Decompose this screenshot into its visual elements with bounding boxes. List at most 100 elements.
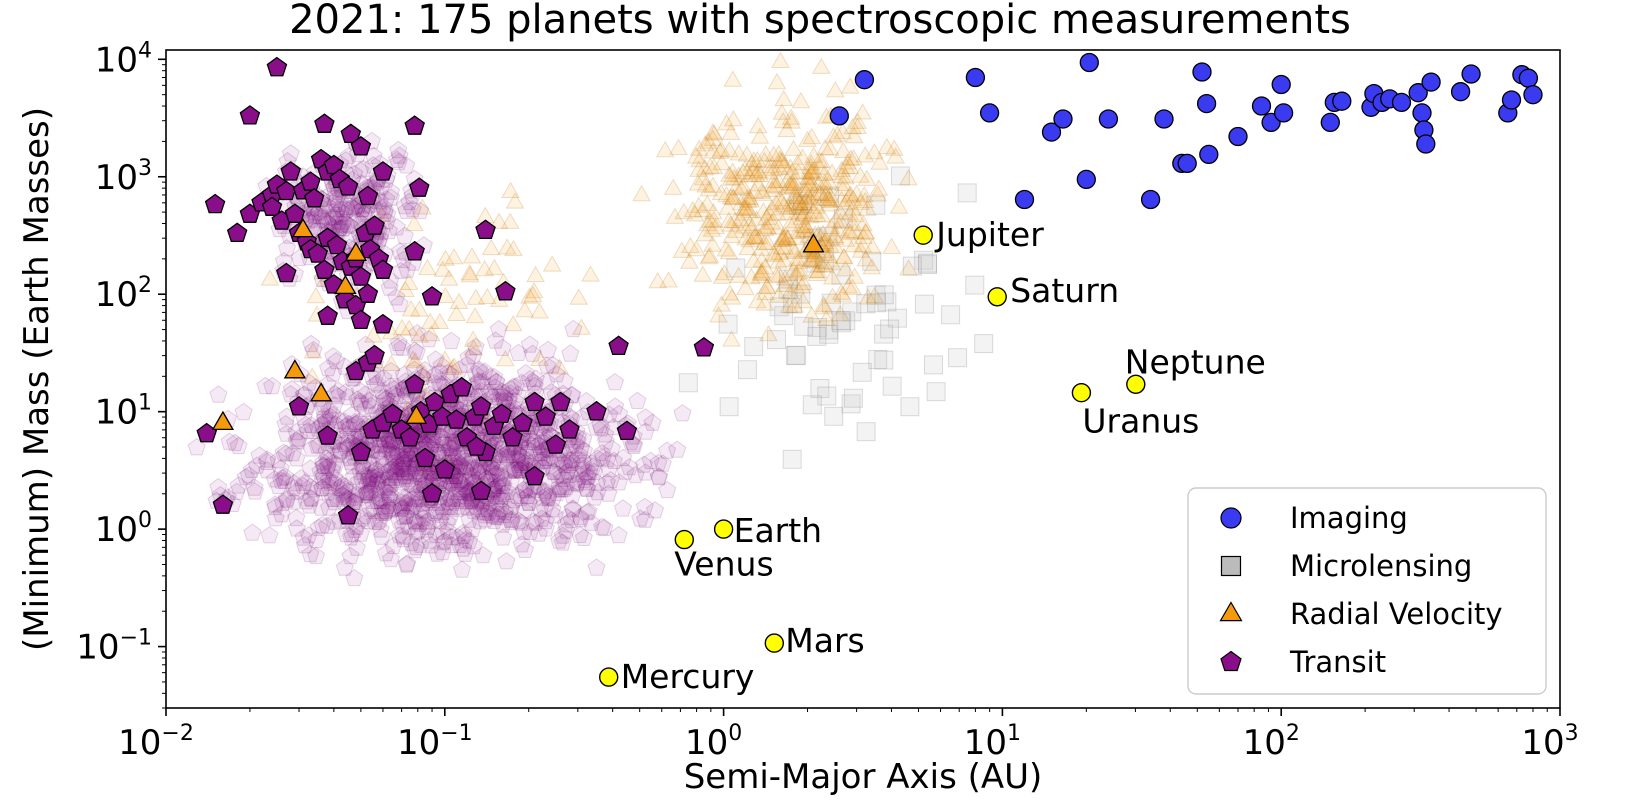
background-rv-point — [769, 286, 789, 303]
background-transit-point — [319, 451, 338, 469]
background-rv-point — [500, 212, 520, 229]
background-transit-point — [405, 495, 425, 513]
background-transit-point — [550, 531, 569, 549]
background-rv-point — [497, 238, 517, 255]
background-transit-point — [266, 497, 285, 516]
background-rv-point — [800, 206, 820, 224]
background-microlensing-point — [868, 350, 888, 369]
background-transit-point — [281, 384, 300, 403]
background-rv-point — [749, 161, 769, 178]
background-transit-point — [284, 478, 303, 497]
background-rv-point — [632, 184, 651, 202]
background-rv-point — [786, 228, 806, 246]
background-transit-point — [495, 505, 514, 524]
background-transit-point — [486, 502, 505, 520]
background-transit-point — [275, 471, 294, 490]
background-transit-point — [548, 449, 567, 468]
background-rv-point — [447, 304, 466, 321]
background-rv-point — [755, 257, 775, 275]
background-rv-point — [796, 216, 816, 234]
background-transit-point — [381, 485, 400, 503]
background-transit-point — [510, 460, 530, 479]
background-transit-point — [457, 471, 476, 489]
background-rv-point — [734, 217, 754, 234]
background-rv-point — [704, 210, 724, 228]
background-rv-point — [752, 182, 772, 199]
background-transit-point — [641, 451, 660, 469]
background-transit-point — [598, 450, 617, 468]
background-transit-point — [495, 383, 515, 401]
background-transit-point — [505, 461, 525, 479]
background-rv-point — [755, 151, 774, 169]
background-transit-point — [455, 452, 474, 470]
background-rv-point — [795, 204, 815, 221]
background-transit-point — [464, 536, 483, 555]
background-transit-point — [588, 473, 607, 491]
background-transit-point — [508, 385, 527, 403]
background-rv-point — [816, 184, 836, 201]
background-rv-point — [834, 248, 854, 265]
background-transit-point — [510, 460, 529, 479]
background-transit-point — [453, 497, 472, 515]
background-rv-point — [804, 161, 824, 178]
background-transit-point — [372, 381, 392, 400]
planet-earth-marker — [713, 519, 734, 539]
background-rv-point — [720, 284, 740, 301]
background-rv-point — [756, 144, 776, 162]
background-transit-point — [362, 474, 381, 492]
background-rv-point — [757, 208, 776, 225]
background-transit-point — [524, 430, 543, 448]
background-transit-point — [272, 504, 291, 523]
background-rv-point — [735, 199, 754, 216]
background-rv-point — [744, 159, 763, 177]
background-transit-point — [585, 488, 604, 506]
background-rv-point — [663, 178, 683, 195]
background-transit-point — [469, 360, 489, 378]
background-rv-point — [853, 214, 873, 232]
background-transit-point — [649, 467, 668, 485]
background-transit-point — [355, 466, 374, 484]
background-rv-point — [836, 260, 855, 277]
background-rv-point — [721, 169, 741, 186]
background-transit-point — [394, 527, 413, 545]
background-rv-point — [709, 306, 728, 323]
background-rv-point — [700, 211, 720, 228]
background-rv-point — [723, 188, 743, 205]
background-microlensing-point — [866, 285, 886, 305]
background-rv-point — [770, 243, 789, 260]
background-rv-point — [444, 357, 464, 374]
background-rv-point — [825, 226, 845, 243]
background-rv-point — [831, 283, 851, 300]
background-rv-point — [851, 193, 871, 210]
background-transit-point — [511, 488, 531, 507]
background-transit-point — [462, 466, 482, 484]
background-rv-point — [722, 288, 742, 305]
background-microlensing-point — [791, 284, 811, 304]
background-transit-point — [521, 441, 540, 460]
background-rv-point — [686, 147, 706, 164]
background-rv-point — [693, 201, 713, 218]
background-transit-point — [441, 439, 461, 457]
background-microlensing-point — [843, 388, 863, 408]
chart-title: 2021: 175 planets with spectroscopic mea… — [289, 0, 1351, 43]
legend-label-transit: Transit — [1289, 645, 1386, 679]
background-transit-point — [242, 460, 261, 478]
background-transit-point — [400, 466, 419, 485]
background-rv-point — [444, 248, 464, 265]
background-rv-point — [862, 258, 882, 275]
background-transit-point — [301, 544, 320, 563]
background-transit-point — [456, 477, 475, 496]
background-rv-point — [811, 57, 831, 74]
imaging-point — [1228, 126, 1248, 147]
background-transit-point — [429, 445, 448, 464]
background-transit-point — [451, 454, 470, 472]
background-transit-point — [428, 544, 447, 562]
background-transit-point — [469, 465, 488, 483]
background-microlensing-point — [782, 449, 802, 469]
background-transit-point — [516, 453, 535, 471]
imaging-point — [1177, 153, 1197, 174]
background-transit-point — [474, 545, 493, 564]
background-transit-point — [620, 457, 639, 476]
background-transit-point — [380, 468, 400, 486]
background-rv-point — [804, 202, 824, 219]
